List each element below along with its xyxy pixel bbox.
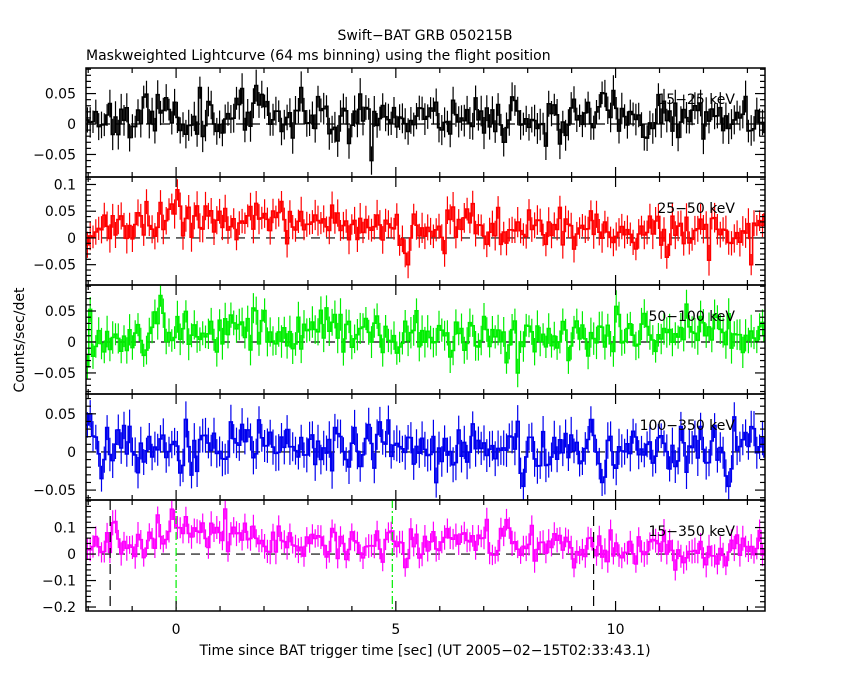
y-tick-label: 0 <box>67 547 76 563</box>
series-4 <box>86 500 765 581</box>
y-tick-label: 0.1 <box>54 521 76 537</box>
chart-subtitle: Maskweighted Lightcurve (64 ms binning) … <box>86 48 551 64</box>
x-tick-label: 0 <box>172 622 181 638</box>
y-tick-label: 0.05 <box>45 87 76 103</box>
y-tick-label: 0.1 <box>54 177 76 193</box>
chart-title: Swift−BAT GRB 050215B <box>338 28 513 44</box>
x-axis-label: Time since BAT trigger time [sec] (UT 20… <box>198 643 650 659</box>
series-1 <box>86 179 765 279</box>
y-tick-label: −0.05 <box>33 483 76 499</box>
band-label: 25−50 keV <box>657 201 735 217</box>
panel-1: 0.1 0.05 0 −0.05 25−50 keV <box>33 176 766 286</box>
y-tick-label: 0.05 <box>45 407 76 423</box>
y-tick-label: 0 <box>67 117 76 133</box>
panel-frame <box>85 499 766 612</box>
band-label: 15−350 keV <box>648 524 735 540</box>
panels-group: 0.05 0 −0.05 15−25 keV 0.1 0.05 0 −0.05 25−50 ke… <box>33 67 766 638</box>
y-tick-label: 0 <box>67 231 76 247</box>
panel-3: 0.05 0 −0.05 100−350 keV <box>33 393 766 501</box>
error-bars <box>86 69 765 175</box>
series-3 <box>86 400 765 500</box>
series-line <box>86 189 765 266</box>
band-label: 50−100 keV <box>648 309 735 325</box>
y-axis-label: Counts/sec/det <box>12 287 28 392</box>
series-line <box>86 294 765 374</box>
y-tick-label: 0.05 <box>45 304 76 320</box>
y-tick-label: 0 <box>67 445 76 461</box>
y-tick-label: −0.2 <box>42 600 76 616</box>
band-label: 100−350 keV <box>640 418 736 434</box>
panel-4: 0.1 0 −0.1 −0.2 15−350 keV <box>42 499 766 616</box>
series-line <box>86 84 765 162</box>
series-line <box>86 508 765 571</box>
y-tick-label: 0 <box>67 335 76 351</box>
x-tick-label: 5 <box>391 622 400 638</box>
y-tick-label: −0.05 <box>33 366 76 382</box>
y-tick-label: −0.05 <box>33 147 76 163</box>
band-label: 15−25 keV <box>657 92 735 108</box>
series-line <box>86 413 765 488</box>
series-2 <box>86 285 765 388</box>
series-0 <box>86 69 765 175</box>
y-tick-label: −0.1 <box>42 574 76 590</box>
y-tick-label: 0.05 <box>45 204 76 220</box>
y-tick-label: −0.05 <box>33 258 76 274</box>
panel-0: 0.05 0 −0.05 15−25 keV <box>33 67 766 178</box>
x-tick-label: 10 <box>607 622 625 638</box>
panel-2: 0.05 0 −0.05 50−100 keV <box>33 284 766 395</box>
